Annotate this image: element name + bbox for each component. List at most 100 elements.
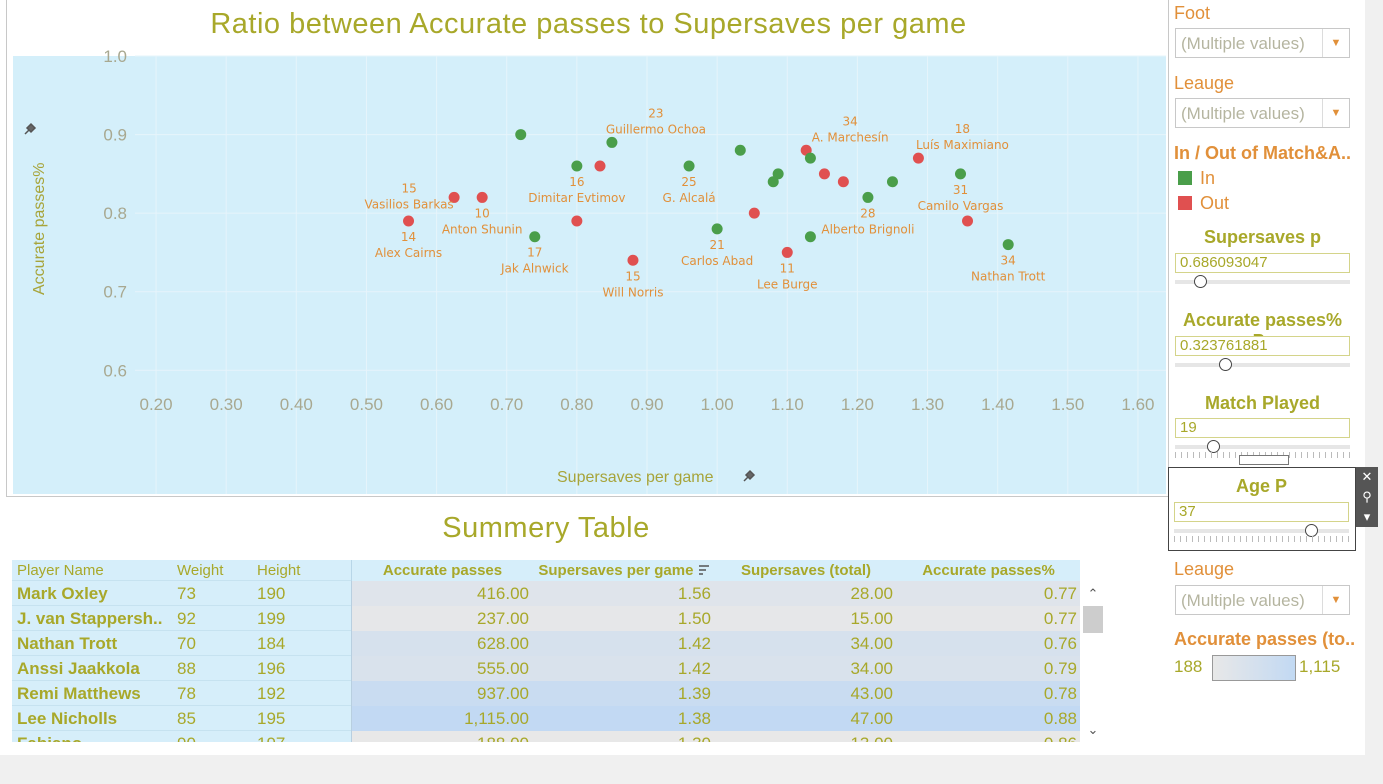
drag-handle[interactable] [1239,455,1289,465]
data-point-out[interactable] [627,254,639,266]
accpasses-param-slider[interactable] [1175,358,1350,372]
gridlines [135,55,1166,494]
scatter-plot[interactable]: 0.20 0.30 0.40 0.50 0.60 0.70 0.80 0.90 1.00 1.10… [7,0,1170,497]
data-point-out[interactable] [403,215,415,227]
slider-track[interactable] [1174,529,1349,533]
header-supersaves-total[interactable]: Supersaves (total) [715,560,897,581]
summary-table[interactable]: Player Name Weight Height Accurate passe… [12,560,1080,742]
age-param-slider[interactable] [1174,524,1349,538]
scroll-up-icon[interactable]: ⌃ [1087,586,1099,601]
data-point-in[interactable] [886,176,898,188]
data-point-in[interactable] [683,160,695,172]
foot-filter-dropdown[interactable]: (Multiple values) ▼ [1175,28,1350,58]
supersaves-param-input[interactable]: 0.686093047 [1175,253,1350,273]
data-point-out[interactable] [448,191,460,203]
data-point-in[interactable] [529,231,541,243]
color-gradient-legend: 188 1,115 [1174,655,1364,681]
x-tick-label: 1.30 [911,395,944,414]
table-row[interactable]: Anssi Jaakkola 88 196 555.00 1.42 34.00 0.79 [12,656,1080,681]
scroll-down-icon[interactable]: ⌄ [1087,722,1099,737]
data-point-in[interactable] [734,144,746,156]
header-supersaves-per-game[interactable]: Supersaves per game [533,560,715,581]
chevron-down-icon[interactable]: ▼ [1322,586,1349,614]
data-point-in[interactable] [862,191,874,203]
data-point-in[interactable] [804,152,816,164]
league-filter-dropdown[interactable]: (Multiple values) ▼ [1175,98,1350,128]
data-point-out[interactable] [748,207,760,219]
point-number-label: 11 [780,261,795,275]
y-axis-title[interactable]: Accurate passes% [31,162,48,295]
cell-supersaves-total: 34.00 [715,656,897,681]
cell-weight: 73 [174,581,252,606]
scroll-thumb[interactable] [1083,606,1103,633]
data-point-out[interactable] [818,168,830,180]
data-point-out[interactable] [912,152,924,164]
pin-icon[interactable]: ⚲ [1362,489,1372,504]
slider-track[interactable] [1175,280,1350,284]
slider-track[interactable] [1175,445,1350,449]
sort-descending-icon[interactable] [698,564,710,576]
data-point-out[interactable] [571,215,583,227]
cell-weight: 88 [174,656,252,681]
accpasses-total-legend-title: Accurate passes (to.. [1174,629,1356,649]
cell-height: 197 [252,731,351,742]
cell-accurate-passes-pct: 0.77 [897,581,1080,606]
matches-param-input[interactable]: 19 [1175,418,1350,438]
x-tick-label: 0.80 [560,395,593,414]
slider-knob[interactable] [1218,358,1232,371]
table-row[interactable]: J. van Stappersh.. 92 199 237.00 1.50 15.00 0.… [12,606,1080,631]
data-point-out[interactable] [476,191,488,203]
header-player-name[interactable]: Player Name [12,560,174,581]
data-point-out[interactable] [962,215,974,227]
header-weight[interactable]: Weight [174,560,252,581]
cell-supersaves-total: 34.00 [715,631,897,656]
x-axis-title[interactable]: Supersaves per game [557,469,714,486]
cell-weight: 90 [174,731,252,742]
x-tick-label: 0.40 [280,395,313,414]
y-axis-pin-icon[interactable] [24,122,37,135]
league2-filter-dropdown[interactable]: (Multiple values) ▼ [1175,585,1350,615]
point-number-label: 16 [569,175,584,189]
data-point-in[interactable] [955,168,967,180]
data-point-in[interactable] [772,168,784,180]
age-param-title: Age P [1235,476,1287,496]
data-point-in[interactable] [1002,239,1014,251]
data-point-in[interactable] [767,176,779,188]
data-point-in[interactable] [515,129,527,141]
chevron-down-icon[interactable]: ▼ [1322,29,1349,57]
data-point-out[interactable] [781,246,793,258]
point-name-label: G. Alcalá [663,191,716,205]
close-icon[interactable]: ✕ [1361,469,1373,484]
header-height[interactable]: Height [252,560,351,581]
data-points: 14 Alex Cairns 15 Vasilios Barkas 10 Anton Sh… [365,106,1046,299]
data-point-in[interactable] [571,160,583,172]
plot-area[interactable] [13,56,1166,494]
data-point-in[interactable] [711,223,723,235]
header-accurate-passes-pct[interactable]: Accurate passes% [897,560,1080,581]
x-axis-pin-icon[interactable] [743,469,756,482]
point-name-label: Nathan Trott [971,270,1046,284]
table-row[interactable]: Remi Matthews 78 192 937.00 1.39 43.00 0.78 [12,681,1080,706]
cell-player-name: Fabiano [12,731,174,742]
data-point-out[interactable] [837,176,849,188]
data-point-in[interactable] [804,231,816,243]
table-row[interactable]: Mark Oxley 73 190 416.00 1.56 28.00 0.77 [12,581,1080,606]
table-scrollbar[interactable]: ⌃ ⌄ [1082,582,1104,742]
slider-knob[interactable] [1194,275,1208,288]
table-row[interactable]: Lee Nicholls 85 195 1,115.00 1.38 47.00 0.88 [12,706,1080,731]
data-point-out[interactable] [594,160,606,172]
age-param-card[interactable]: Age P 37 [1168,467,1356,551]
accpasses-param-input[interactable]: 0.323761881 [1175,336,1350,356]
table-row[interactable]: Nathan Trott 70 184 628.00 1.42 34.00 0.76 [12,631,1080,656]
cell-accurate-passes: 1,115.00 [351,706,533,731]
more-options-icon[interactable]: ▾ [1363,509,1371,524]
supersaves-param-slider[interactable] [1175,275,1350,289]
point-number-label: 14 [401,230,416,244]
data-point-in[interactable] [606,136,618,148]
header-accurate-passes[interactable]: Accurate passes [351,560,533,581]
chevron-down-icon[interactable]: ▼ [1322,99,1349,127]
table-row[interactable]: Fabiano90197188.001.3013.000.86 [12,731,1080,742]
slider-track[interactable] [1175,363,1350,367]
age-param-input[interactable]: 37 [1174,502,1349,522]
foot-filter-value: (Multiple values) [1181,34,1305,53]
